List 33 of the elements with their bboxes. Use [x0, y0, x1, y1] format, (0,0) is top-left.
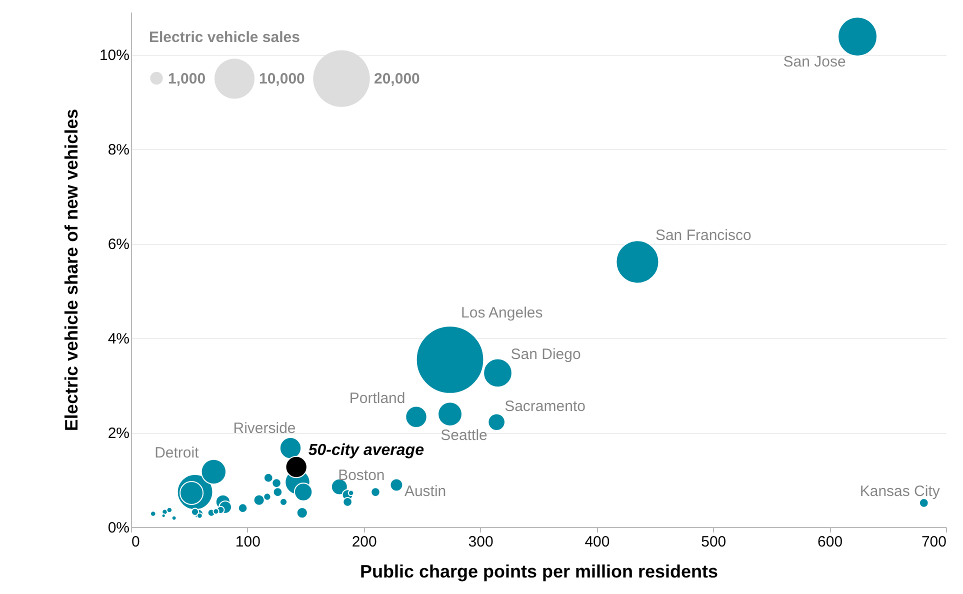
annotation: Seattle [440, 427, 488, 444]
x-tick-label: 400 [584, 534, 610, 550]
x-tick-label: 500 [701, 534, 726, 550]
x-tick-label: 300 [468, 534, 494, 550]
annotation: Sacramento [504, 398, 586, 416]
x-tick-label: 700 [921, 534, 946, 550]
legend-label: 10,000 [259, 70, 305, 88]
legend-label: 20,000 [374, 70, 420, 88]
annotation: Detroit [154, 444, 200, 462]
annotation: Riverside [233, 420, 296, 438]
annotation: 50-city average [308, 442, 424, 459]
annotation: Los Angeles [461, 304, 543, 322]
annotation: Portland [349, 390, 406, 407]
x-tick-label: 100 [235, 534, 260, 550]
legend-label: 1,000 [168, 70, 206, 88]
y-tick-label: 0% [108, 520, 130, 536]
x-tick-label: 600 [818, 534, 843, 550]
y-tick-label: 6% [108, 236, 130, 254]
x-tick-label: 200 [352, 534, 377, 550]
x-axis-title: Public charge points per million residents [360, 562, 718, 582]
y-axis-title: Electric vehicle share of new vehicles [61, 108, 82, 432]
annotation: Austin [404, 482, 446, 500]
y-tick-label: 10% [99, 47, 130, 64]
annotation: Kansas City [860, 482, 940, 500]
y-tick-label: 4% [108, 330, 130, 348]
annotation: Boston [338, 466, 385, 484]
x-tick-label: 0 [132, 534, 140, 550]
y-tick-label: 2% [108, 425, 130, 442]
y-tick-label: 8% [108, 142, 130, 159]
annotation: San Diego [510, 346, 581, 363]
annotation: San Francisco [655, 226, 752, 244]
legend-title: Electric vehicle sales [149, 29, 300, 46]
annotation: San Jose [783, 54, 846, 71]
